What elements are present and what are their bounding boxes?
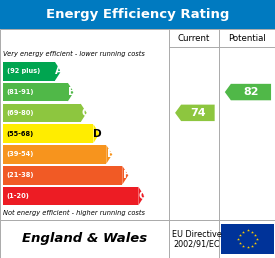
Polygon shape xyxy=(68,83,74,101)
Text: (81-91): (81-91) xyxy=(7,89,34,95)
Text: 74: 74 xyxy=(190,108,205,118)
Text: 82: 82 xyxy=(243,87,258,97)
Bar xyxy=(0,29,275,220)
Text: A: A xyxy=(55,66,63,76)
Polygon shape xyxy=(225,84,271,100)
Bar xyxy=(3,187,138,205)
Text: Energy Efficiency Rating: Energy Efficiency Rating xyxy=(46,8,229,21)
Bar xyxy=(3,145,106,164)
Bar xyxy=(0,220,275,258)
Bar xyxy=(0,0,275,29)
Bar xyxy=(3,124,94,143)
Text: Not energy efficient - higher running costs: Not energy efficient - higher running co… xyxy=(3,210,145,216)
Text: England & Wales: England & Wales xyxy=(22,232,147,245)
Text: EU Directive: EU Directive xyxy=(172,230,221,239)
Text: (92 plus): (92 plus) xyxy=(7,68,40,74)
Text: (1-20): (1-20) xyxy=(7,193,29,199)
Polygon shape xyxy=(55,62,61,81)
Text: C: C xyxy=(81,108,89,118)
Polygon shape xyxy=(122,166,128,184)
Text: G: G xyxy=(138,191,147,201)
Bar xyxy=(3,166,122,184)
Text: D: D xyxy=(94,129,102,139)
Text: (39-54): (39-54) xyxy=(7,151,34,157)
Text: Potential: Potential xyxy=(228,34,266,43)
Text: 2002/91/EC: 2002/91/EC xyxy=(173,239,220,248)
Text: (69-80): (69-80) xyxy=(7,110,34,116)
Polygon shape xyxy=(94,124,100,143)
Polygon shape xyxy=(81,103,87,122)
Polygon shape xyxy=(138,187,144,205)
Polygon shape xyxy=(175,105,215,121)
Text: B: B xyxy=(68,87,76,97)
Bar xyxy=(3,103,81,122)
Text: (21-38): (21-38) xyxy=(7,172,34,178)
Polygon shape xyxy=(106,145,112,164)
Bar xyxy=(3,83,68,101)
Text: F: F xyxy=(123,170,130,180)
Bar xyxy=(221,224,274,254)
Bar xyxy=(3,62,55,81)
Text: E: E xyxy=(107,149,114,159)
Text: (55-68): (55-68) xyxy=(7,131,34,137)
Text: Current: Current xyxy=(178,34,210,43)
Text: Very energy efficient - lower running costs: Very energy efficient - lower running co… xyxy=(3,51,145,57)
